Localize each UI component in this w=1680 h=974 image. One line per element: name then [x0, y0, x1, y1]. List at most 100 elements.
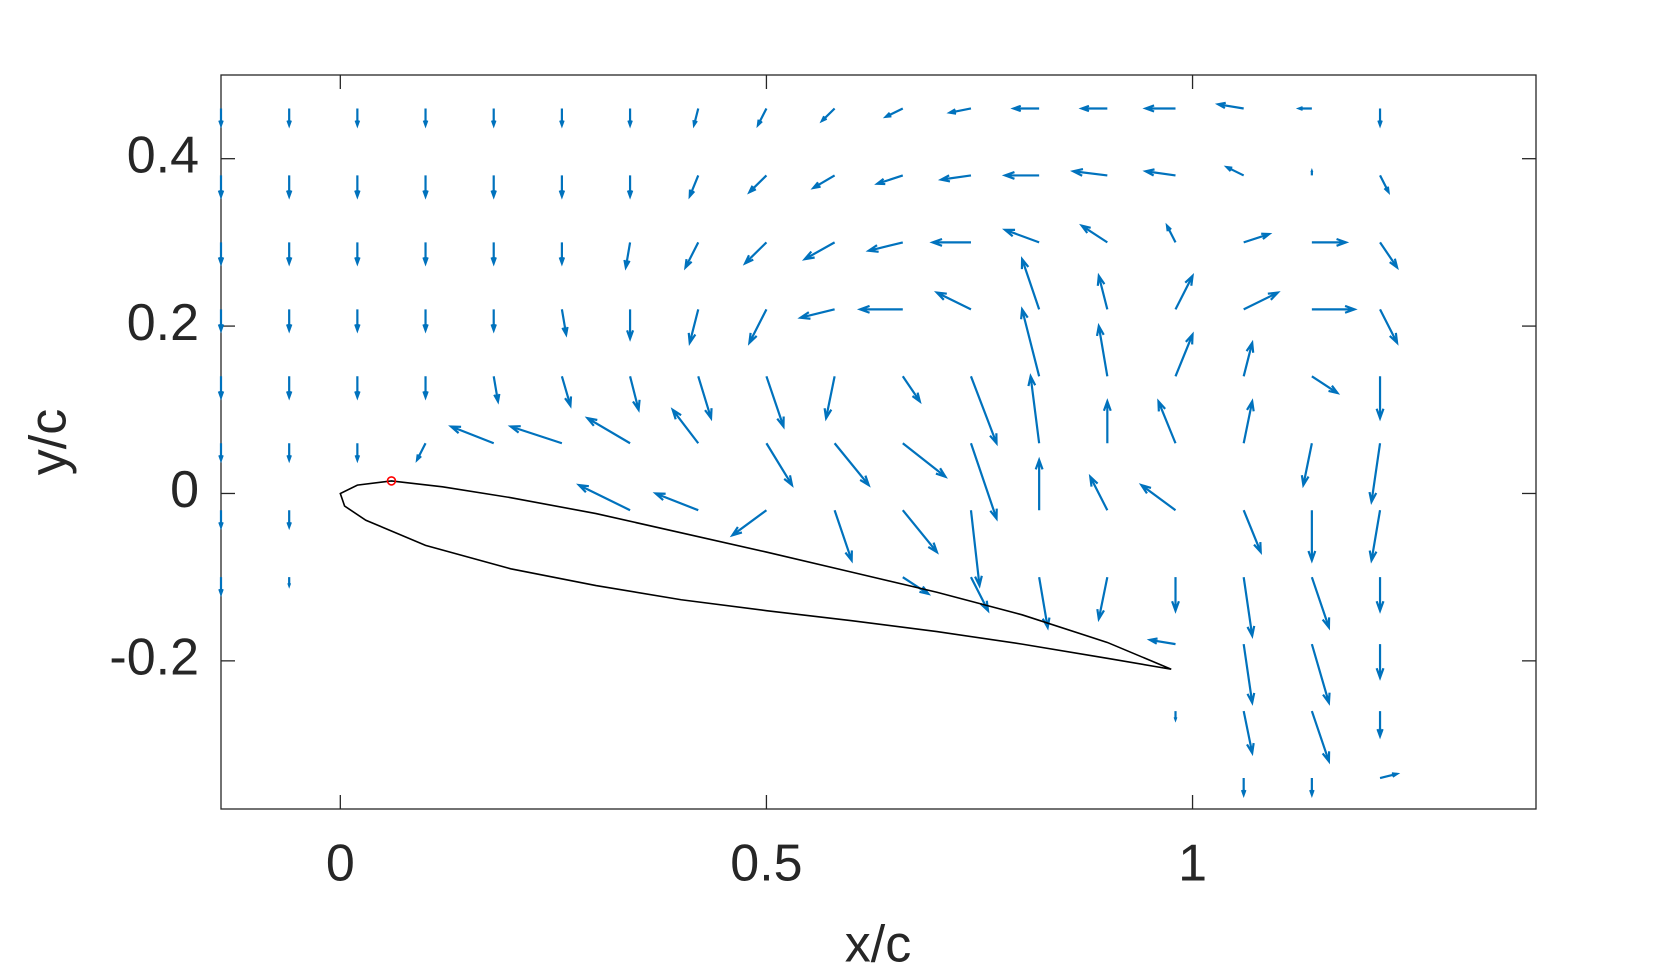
vector-arrow	[217, 309, 225, 334]
plot-area	[220, 74, 1537, 810]
vector-arrow	[937, 174, 972, 183]
vector-arrow	[217, 175, 225, 200]
vector-arrow	[560, 309, 569, 338]
vector-arrow	[1379, 308, 1399, 346]
vector-arrow	[490, 175, 497, 200]
vector-arrow	[1171, 577, 1180, 614]
vector-arrow	[286, 242, 293, 267]
y-tick-label: 0	[170, 461, 199, 519]
vector-arrow	[354, 376, 361, 401]
vector-arrow	[1300, 443, 1313, 489]
vector-arrow	[819, 107, 836, 124]
vector-arrow	[1379, 772, 1401, 780]
vector-arrow	[1173, 711, 1178, 723]
airfoil	[339, 480, 1172, 671]
vector-arrow	[901, 509, 939, 555]
vector-arrow	[687, 309, 700, 346]
vector-arrow	[652, 492, 699, 512]
vector-arrow	[217, 376, 225, 401]
vector-arrow	[422, 376, 429, 401]
vector-arrow	[354, 309, 361, 334]
vector-arrow	[833, 442, 871, 488]
vector-arrow	[507, 425, 563, 445]
vector-arrow	[1020, 306, 1041, 377]
vector-arrow	[865, 241, 904, 253]
vector-arrow	[558, 242, 566, 267]
vector-arrow	[688, 175, 700, 200]
vector-arrow	[629, 376, 641, 413]
vector-arrow	[1010, 104, 1040, 113]
vector-arrow	[490, 108, 497, 129]
vector-arrow	[286, 309, 293, 334]
vector-arrow	[422, 175, 429, 200]
vector-arrow	[217, 242, 225, 267]
vector-arrow	[218, 510, 224, 531]
vector-arrow	[684, 241, 700, 271]
vector-arrow	[287, 577, 292, 589]
vector-arrow	[1001, 170, 1040, 180]
vector-arrow	[492, 376, 501, 405]
vector-arrow	[902, 442, 948, 479]
vector-arrow	[1368, 443, 1382, 506]
marker-point	[386, 476, 397, 486]
vector-arrow	[1295, 106, 1312, 111]
vector-arrow	[1223, 165, 1245, 177]
vector-arrow	[627, 108, 633, 129]
vector-arrow	[1034, 456, 1044, 511]
vector-arrow	[1146, 637, 1176, 646]
vector-arrow	[448, 425, 495, 445]
vector-arrow	[1095, 322, 1109, 377]
vector-arrow	[801, 241, 836, 261]
vector-arrow	[1311, 237, 1350, 247]
vector-arrow	[810, 174, 836, 190]
vector-arrow	[1142, 168, 1176, 177]
vector-arrow	[1310, 710, 1331, 765]
vector-arrow	[1096, 576, 1109, 623]
x-tick-label: 1	[1178, 835, 1207, 893]
vector-arrow	[422, 108, 429, 129]
vector-arrow	[1002, 228, 1040, 244]
vector-arrow	[1078, 104, 1108, 113]
vector-arrow	[286, 443, 292, 464]
y-tick-label: 0.2	[127, 294, 199, 352]
vector-arrow	[1242, 643, 1256, 706]
vector-arrow	[692, 108, 700, 129]
vector-arrow	[626, 175, 634, 200]
vector-arrow	[1102, 398, 1112, 444]
vector-arrow	[422, 309, 429, 334]
vector-arrow	[354, 443, 361, 464]
vector-arrow	[1020, 256, 1041, 310]
y-tick-label: -0.2	[109, 629, 199, 687]
y-tick-label: 0.4	[127, 126, 199, 184]
vector-arrow	[354, 108, 361, 129]
vector-arrow	[1242, 339, 1255, 377]
vector-arrow	[969, 510, 983, 589]
vector-arrow	[882, 107, 904, 119]
vector-arrow	[1307, 510, 1317, 564]
vector-arrow	[1070, 167, 1108, 177]
vector-arrow	[874, 174, 904, 186]
vector-arrow	[969, 442, 998, 522]
x-axis-label: x/c	[845, 916, 911, 974]
vector-arrow	[1242, 710, 1255, 757]
vector-arrow	[1309, 778, 1315, 799]
vector-arrow	[1379, 174, 1391, 196]
vector-arrow	[1375, 577, 1385, 614]
y-axis-label: y/c	[20, 409, 78, 475]
vector-arrow	[218, 577, 224, 598]
vector-arrow	[1311, 375, 1341, 395]
vector-arrow	[1174, 272, 1195, 310]
vector-arrow	[1375, 644, 1385, 681]
vector-arrow	[286, 376, 293, 401]
vector-arrow	[1242, 509, 1262, 556]
vector-arrow	[218, 443, 224, 464]
vector-arrow	[765, 375, 785, 430]
vector-arrow	[1242, 398, 1255, 444]
vector-arrow	[623, 242, 632, 271]
vector-arrow	[729, 509, 768, 538]
vector-arrow	[1142, 104, 1176, 113]
vector-arrow	[1310, 576, 1331, 631]
vector-arrow	[1242, 577, 1256, 639]
vector-arrow	[901, 375, 922, 405]
